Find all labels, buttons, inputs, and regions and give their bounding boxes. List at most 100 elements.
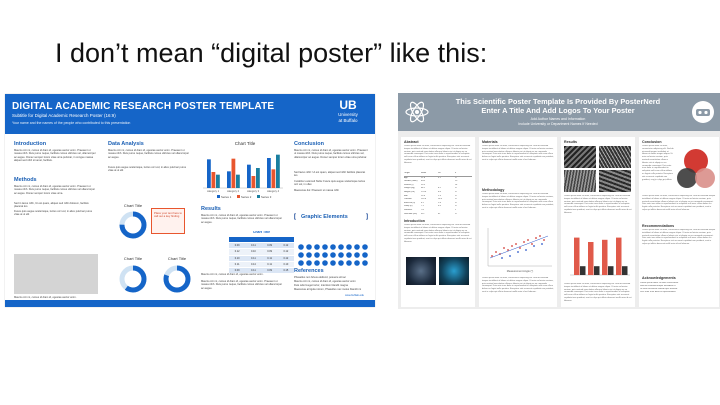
table-cell: 27 <box>455 212 458 215</box>
bar-4-1 <box>267 158 271 188</box>
legend-swatch <box>257 195 260 198</box>
person-icon <box>322 252 328 258</box>
legend-label: Series 2 <box>241 195 252 199</box>
results-text-2: Lorem ipsum dolor sit amet, consectetur … <box>564 283 632 302</box>
scatter-point <box>519 247 521 249</box>
poster-a-subtitle: Subtitle for Digital Academic Research P… <box>12 113 116 118</box>
table-row: BMI 23.4 2.3 27 <box>404 195 472 199</box>
table-cell: Weight (kg) <box>404 187 415 190</box>
result-image-1 <box>564 146 596 168</box>
bar-3-1 <box>602 239 608 275</box>
person-icon <box>338 244 344 250</box>
person-icon <box>354 244 360 250</box>
table-cell: SD <box>438 172 441 174</box>
poster-b-authors: Add Author Names and Information <box>530 117 586 121</box>
legend-swatch <box>237 195 240 198</box>
table-header-cell <box>278 237 294 242</box>
poster-b-title-line-1: This Scientific Poster Template Is Provi… <box>455 97 661 106</box>
person-icon <box>306 252 312 258</box>
category-label: category 2 <box>227 189 240 193</box>
poster-a-title: DIGITAL ACADEMIC RESEARCH POSTER TEMPLAT… <box>12 101 275 112</box>
atom-logo-icon <box>405 101 429 123</box>
university-logo: UB University at Buffalo <box>326 98 370 130</box>
chart-title: Chart Title <box>235 141 256 146</box>
table-cell: 0.09 <box>234 268 240 272</box>
table-cell: 27 <box>455 201 458 204</box>
reference-item: Duis odio feuget tortor, interdum blandi… <box>294 284 348 287</box>
table-cell: 49% <box>421 180 426 183</box>
table-row: 0.09 0.11 0.09 0.15 <box>229 267 294 275</box>
table-cell: 6.6 <box>438 190 441 193</box>
donut-title-3: Chart Title <box>168 256 187 261</box>
section-conclusion: Conclusion <box>294 141 324 147</box>
table-cell: 0.10 <box>250 250 256 254</box>
table-cell: Mean <box>421 172 427 174</box>
table-row: Sleep (h) 7.1 0.9 27 <box>404 205 472 209</box>
table-cell: Reaction (ms) <box>404 212 417 215</box>
methods-item: Fusce quis augue scelerisque, luctus orc… <box>14 210 92 217</box>
methodology-text-2: Lorem ipsum dolor sit amet, consectetur … <box>482 277 554 293</box>
table-title: Chart Title <box>252 231 271 234</box>
table-cell: 0.10 <box>283 262 289 266</box>
section-introduction: Introduction <box>404 219 425 223</box>
table-cell: BMI <box>404 194 408 197</box>
section-conclusion: Conclusion <box>642 140 662 144</box>
bar-1-2 <box>211 172 216 188</box>
table-cell: Gender (male) <box>404 180 418 183</box>
table-row: Age 21.8 3.1 27 <box>404 177 472 181</box>
bar-4-1 <box>616 237 622 275</box>
callout-text: Place your text here to call out a key f… <box>154 211 182 219</box>
scatter-point <box>531 243 533 245</box>
results-text-2: Mauris orci mi, cursus id diam id, egest… <box>201 280 283 290</box>
poster-b-header: This Scientific Poster Template Is Provi… <box>398 93 720 131</box>
logo-line-1: University <box>338 112 358 117</box>
table-cell: 21.8 <box>421 176 426 179</box>
section-references: References <box>294 268 324 274</box>
legend-swatch <box>217 195 220 198</box>
person-icon <box>354 260 360 266</box>
table-cell: Age <box>404 176 408 179</box>
logo-line-2: at Buffalo <box>338 118 358 123</box>
table-row: Gender (male) 49% 13 <box>404 180 472 184</box>
poster-b-affiliation: Include University or Department Names I… <box>518 122 598 126</box>
scatter-point <box>535 237 537 239</box>
poster-b-title-line-2: Enter A Title And Add Logos To Your Post… <box>481 105 635 115</box>
table-header-cell <box>245 237 261 242</box>
poster-scientific-template: This Scientific Poster Template Is Provi… <box>398 93 720 309</box>
table-cell: 119.6 <box>421 198 427 201</box>
acknowledgements-list: Lorem ipsum dolor sit amet consectetur S… <box>640 282 710 294</box>
scatter-point <box>495 251 497 253</box>
bar-2-1 <box>588 242 594 275</box>
photo-placeholder <box>14 254 98 294</box>
section-data-analysis: Data Analysis <box>108 141 144 147</box>
category-label: category 4 <box>267 189 280 193</box>
acknowledgement-item: Lorem ipsum dolor sit amet consectetur <box>640 282 679 284</box>
bracket-right-icon: ] <box>366 214 368 220</box>
bar-1-1 <box>574 237 580 275</box>
conclusion-item: Sed lacus nibh: Ut est quam, aliquet sed… <box>294 171 366 178</box>
scatter-point <box>509 255 511 257</box>
table-cell: 27 <box>455 190 458 193</box>
poster-a-authors: Your name and the names of the people wh… <box>12 121 131 125</box>
results-text: Mauris orci mi, cursus id diam id, egest… <box>201 214 283 224</box>
table-cell: 23.4 <box>421 194 426 197</box>
donut-title: Chart Title <box>124 203 143 208</box>
acknowledgement-item: Sed do eiusmod tempor incididunt ut <box>640 285 676 287</box>
table-cell: Exercise (h) <box>404 201 416 204</box>
person-icon <box>330 244 336 250</box>
table-row: Smokers 7% 2 <box>404 209 472 213</box>
section-introduction: Introduction <box>14 141 47 147</box>
conclusion-text: Mauris orci mi, cursus id diam id, egest… <box>294 149 368 159</box>
column-2 <box>479 137 557 307</box>
person-icon <box>330 252 336 258</box>
person-icon <box>314 244 320 250</box>
conclusion-item: Curabitur euismod Nulla: Fusce quis augu… <box>294 180 366 187</box>
table-cell: 0.11 <box>251 256 256 260</box>
acknowledgement-item: Duis aute irure dolor in reprehenderit <box>640 291 676 293</box>
person-icon <box>314 260 320 266</box>
table-cell: 27 <box>455 194 458 197</box>
bar-3-2 <box>251 176 256 188</box>
table-cell: 0.9 <box>438 205 441 208</box>
methods-text: Mauris orci mi, cursus id diam id, egest… <box>14 185 96 195</box>
scatter-x-label: Measurement Angle (°) <box>507 269 534 273</box>
